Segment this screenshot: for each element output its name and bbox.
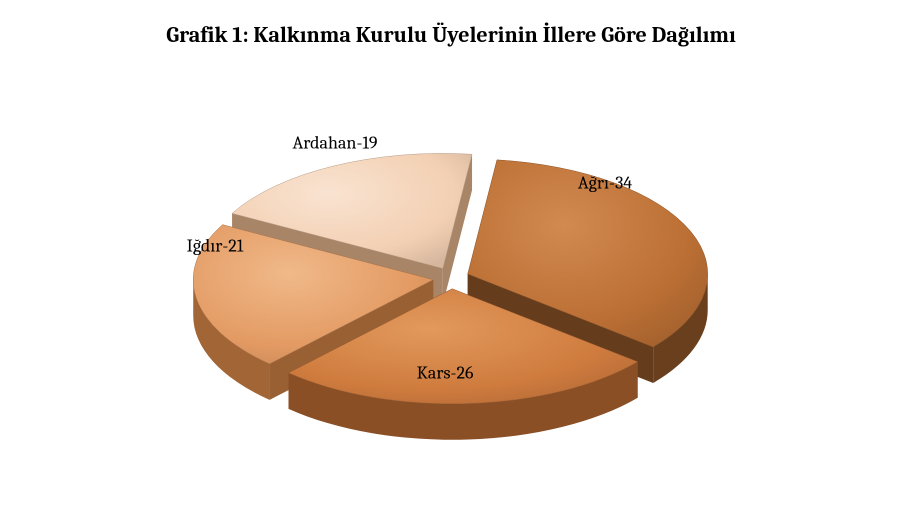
pie-slice-label: Iğdır-21 [187, 236, 244, 257]
pie-chart: Ağrı-34 Kars-26 Iğdır-21 Ardahan-19 [0, 48, 902, 508]
chart-title: Grafik 1: Kalkınma Kurulu Üyelerinin İll… [0, 0, 902, 48]
pie-slice-label: Kars-26 [417, 363, 474, 384]
pie-slice-label: Ardahan-19 [293, 133, 378, 154]
pie-slice-label: Ağrı-34 [578, 173, 632, 194]
